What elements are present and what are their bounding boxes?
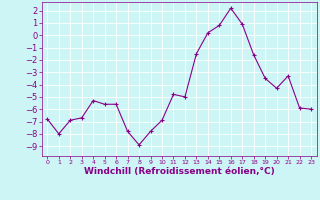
X-axis label: Windchill (Refroidissement éolien,°C): Windchill (Refroidissement éolien,°C) <box>84 167 275 176</box>
